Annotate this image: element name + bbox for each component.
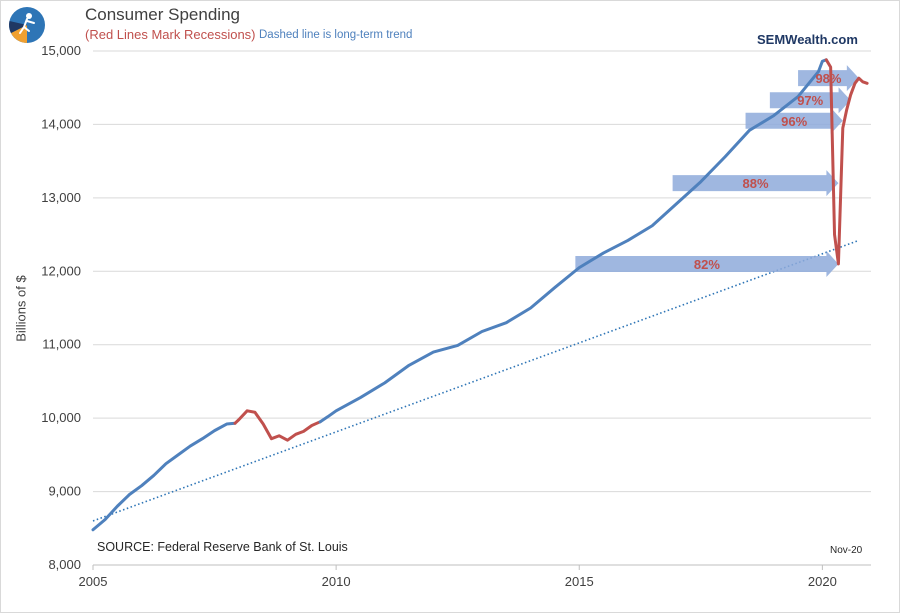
- y-tick-label: 11,000: [42, 337, 81, 352]
- recession-line: [824, 58, 869, 266]
- ratio-label: 88%: [743, 176, 769, 191]
- y-tick-label: 14,000: [41, 116, 81, 131]
- trend-line: [92, 239, 860, 522]
- spending-line: [91, 421, 237, 532]
- ratio-label: 96%: [781, 114, 807, 129]
- brand-label: SEMWealth.com: [757, 32, 858, 47]
- ratio-label: 97%: [797, 93, 823, 108]
- y-tick-label: 10,000: [41, 410, 81, 425]
- ratio-arrow: [798, 65, 859, 92]
- y-tick-label: 8,000: [48, 557, 81, 572]
- source-note: SOURCE: Federal Reserve Bank of St. Loui…: [97, 540, 348, 554]
- x-tick-label: 2010: [322, 574, 351, 589]
- y-tick-label: 13,000: [41, 190, 81, 205]
- x-tick-label: 2015: [565, 574, 594, 589]
- ratio-label: 82%: [694, 257, 720, 272]
- recession-line: [233, 409, 322, 442]
- x-tick-label: 2020: [808, 574, 837, 589]
- x-tick-label: 2005: [79, 574, 108, 589]
- y-tick-label: 9,000: [48, 484, 81, 499]
- ratio-arrow: [672, 170, 839, 197]
- chart-title: Consumer Spending: [85, 5, 240, 24]
- spending-line: [318, 58, 828, 424]
- ratio-label: 98%: [815, 71, 841, 86]
- y-tick-label: 15,000: [41, 43, 81, 58]
- ratio-arrow: [575, 250, 839, 277]
- trend-note: Dashed line is long-term trend: [259, 29, 413, 41]
- logo-icon: [9, 7, 45, 43]
- recession-note: (Red Lines Mark Recessions): [85, 27, 256, 42]
- date-note: Nov-20: [830, 545, 863, 556]
- ratio-arrow: [745, 107, 843, 134]
- y-tick-label: 12,000: [41, 263, 81, 278]
